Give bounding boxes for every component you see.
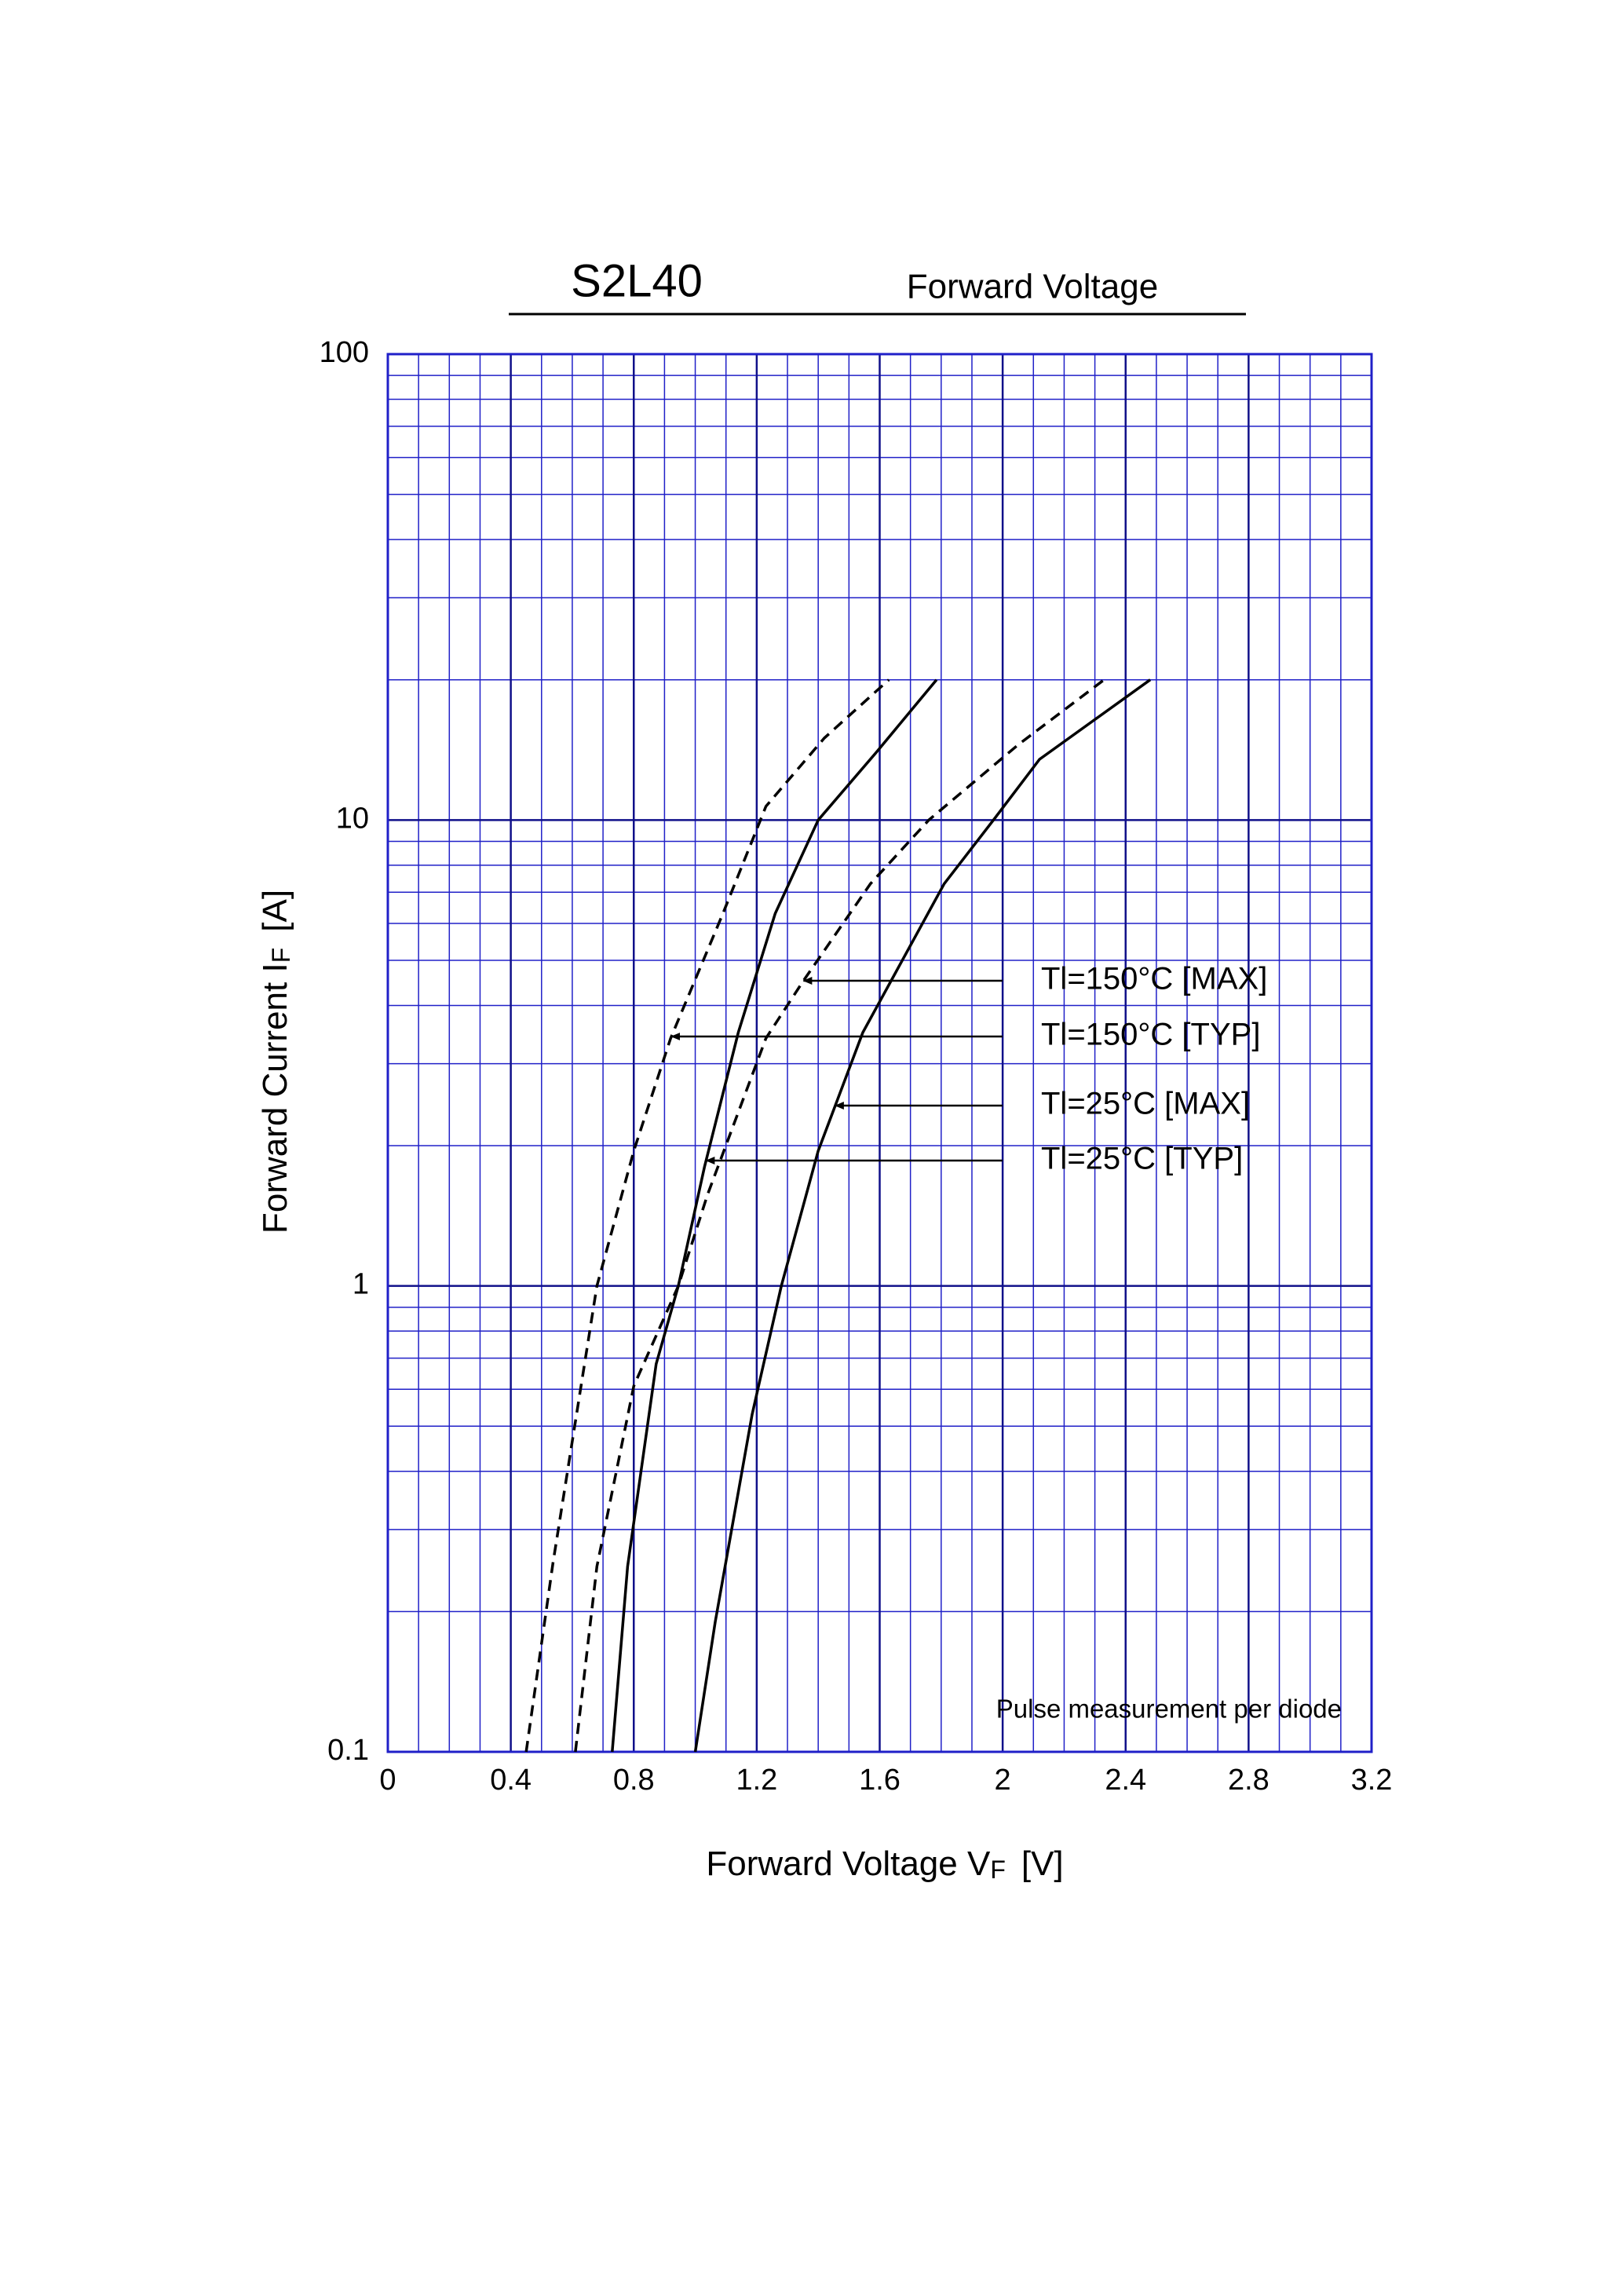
y-tick-label: 10 — [336, 802, 369, 835]
y-axis-label-text: Forward Current I — [256, 963, 294, 1234]
note: Pulse measurement per diode — [996, 1695, 1342, 1724]
x-tick-label: 0 — [379, 1764, 396, 1797]
x-tick-label: 1.2 — [736, 1764, 777, 1797]
x-axis-label-sub: F — [990, 1855, 1006, 1884]
y-axis-label-sub: F — [267, 948, 295, 963]
y-tick-label: 100 — [320, 336, 369, 369]
plot-frame — [386, 353, 1373, 1753]
legend-label: Tl=25°C [TYP] — [1041, 1142, 1243, 1176]
series-line — [693, 678, 1152, 1753]
y-axis-label: Forward Current IF [A] — [256, 890, 296, 1234]
series-line — [611, 678, 938, 1753]
y-tick-label: 1 — [353, 1268, 369, 1301]
y-tick-label: 0.1 — [327, 1734, 369, 1767]
series-line — [524, 678, 890, 1753]
legend-label: Tl=25°C [MAX] — [1041, 1087, 1250, 1121]
x-tick-label: 2.8 — [1228, 1764, 1269, 1797]
chart-subtitle: Forward Voltage — [907, 268, 1158, 306]
legend-label: Tl=150°C [MAX] — [1041, 962, 1267, 996]
x-tick-label: 0.4 — [490, 1764, 532, 1797]
y-axis-label-unit: [A] — [256, 890, 294, 932]
x-axis-label-unit: [V] — [1021, 1844, 1064, 1883]
x-tick-label: 0.8 — [613, 1764, 655, 1797]
x-axis-label-text: Forward Voltage V — [706, 1844, 991, 1883]
x-axis-label: Forward Voltage VF [V] — [706, 1844, 1063, 1885]
x-tick-label: 2.4 — [1105, 1764, 1146, 1797]
chart-title: S2L40 — [571, 255, 703, 306]
series-line — [574, 678, 1105, 1753]
x-tick-label: 1.6 — [859, 1764, 901, 1797]
legend-label: Tl=150°C [TYP] — [1041, 1018, 1260, 1052]
x-tick-label: 3.2 — [1351, 1764, 1393, 1797]
x-tick-label: 2 — [995, 1764, 1011, 1797]
